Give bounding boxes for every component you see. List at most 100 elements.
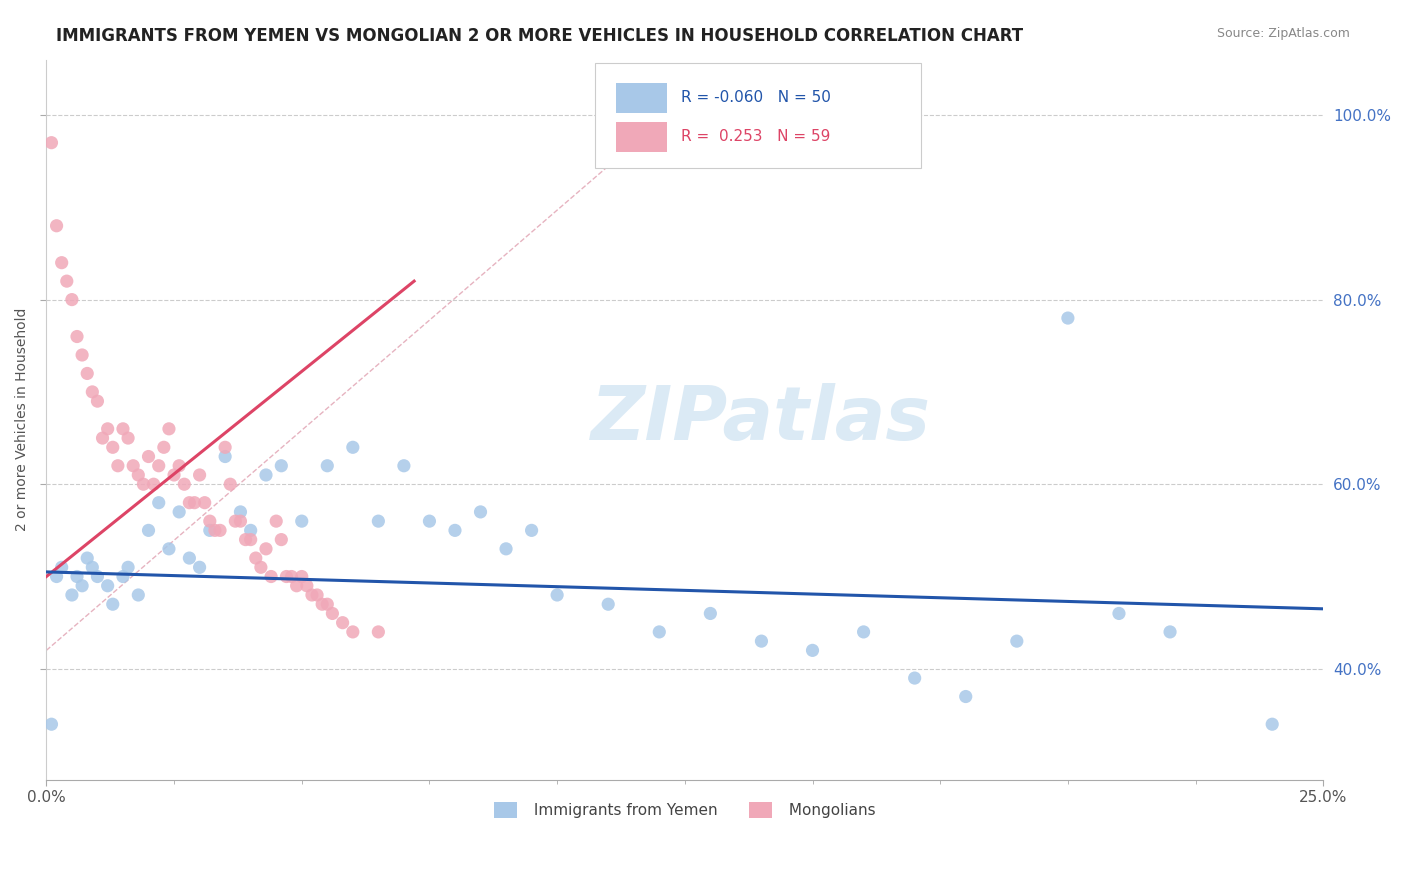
- Point: [82, 384, 104, 399]
- Point: [254, 467, 277, 482]
- Point: [167, 505, 190, 519]
- FancyBboxPatch shape: [616, 121, 666, 152]
- Point: [1057, 311, 1080, 326]
- Text: R = -0.060   N = 50: R = -0.060 N = 50: [681, 90, 831, 105]
- Point: [598, 597, 620, 611]
- Point: [229, 514, 252, 528]
- Point: [235, 533, 257, 547]
- Text: IMMIGRANTS FROM YEMEN VS MONGOLIAN 2 OR MORE VEHICLES IN HOUSEHOLD CORRELATION C: IMMIGRANTS FROM YEMEN VS MONGOLIAN 2 OR …: [56, 27, 1024, 45]
- Point: [321, 607, 343, 621]
- Point: [45, 219, 67, 233]
- Point: [204, 524, 226, 538]
- Point: [301, 588, 323, 602]
- Point: [86, 569, 108, 583]
- Point: [76, 551, 98, 566]
- Point: [127, 467, 149, 482]
- Point: [295, 579, 318, 593]
- Point: [224, 514, 246, 528]
- Point: [138, 524, 160, 538]
- Point: [91, 431, 114, 445]
- Point: [214, 450, 236, 464]
- Point: [270, 533, 292, 547]
- Point: [260, 569, 283, 583]
- Point: [239, 533, 262, 547]
- Point: [291, 569, 314, 583]
- Point: [111, 569, 134, 583]
- Point: [97, 422, 120, 436]
- Point: [699, 607, 721, 621]
- Point: [1261, 717, 1284, 731]
- Point: [70, 348, 93, 362]
- Point: [520, 524, 543, 538]
- Y-axis label: 2 or more Vehicles in Household: 2 or more Vehicles in Household: [15, 308, 30, 532]
- Text: R =  0.253   N = 59: R = 0.253 N = 59: [681, 129, 831, 145]
- Point: [86, 394, 108, 409]
- Point: [41, 717, 63, 731]
- FancyBboxPatch shape: [616, 83, 666, 113]
- Point: [307, 588, 329, 602]
- Point: [179, 496, 201, 510]
- Point: [60, 293, 83, 307]
- Point: [392, 458, 415, 473]
- Point: [1005, 634, 1028, 648]
- Point: [101, 597, 124, 611]
- Point: [291, 514, 314, 528]
- Point: [107, 458, 129, 473]
- Point: [157, 541, 180, 556]
- Point: [97, 579, 120, 593]
- Point: [127, 588, 149, 602]
- Point: [51, 255, 73, 269]
- Point: [1108, 607, 1130, 621]
- FancyBboxPatch shape: [595, 63, 921, 168]
- Point: [60, 588, 83, 602]
- Point: [239, 524, 262, 538]
- Point: [41, 136, 63, 150]
- Point: [852, 624, 875, 639]
- Point: [194, 496, 217, 510]
- Point: [245, 551, 267, 566]
- Point: [179, 551, 201, 566]
- Point: [56, 274, 79, 288]
- Point: [142, 477, 165, 491]
- Point: [70, 579, 93, 593]
- Point: [183, 496, 205, 510]
- Point: [367, 514, 389, 528]
- Point: [188, 560, 211, 574]
- Point: [311, 597, 333, 611]
- Point: [648, 624, 671, 639]
- Point: [111, 422, 134, 436]
- Point: [198, 514, 221, 528]
- Point: [250, 560, 273, 574]
- Point: [208, 524, 231, 538]
- Point: [66, 569, 89, 583]
- Point: [801, 643, 824, 657]
- Point: [332, 615, 354, 630]
- Point: [229, 505, 252, 519]
- Point: [148, 496, 170, 510]
- Point: [219, 477, 242, 491]
- Point: [122, 458, 145, 473]
- Point: [66, 329, 89, 343]
- Legend:  Immigrants from Yemen,  Mongolians: Immigrants from Yemen, Mongolians: [486, 795, 883, 826]
- Point: [367, 624, 389, 639]
- Point: [418, 514, 440, 528]
- Point: [955, 690, 977, 704]
- Point: [904, 671, 927, 685]
- Point: [173, 477, 195, 491]
- Text: Source: ZipAtlas.com: Source: ZipAtlas.com: [1216, 27, 1350, 40]
- Point: [276, 569, 298, 583]
- Point: [270, 458, 292, 473]
- Point: [188, 467, 211, 482]
- Point: [45, 569, 67, 583]
- Point: [285, 579, 308, 593]
- Point: [316, 597, 339, 611]
- Point: [495, 541, 517, 556]
- Point: [198, 524, 221, 538]
- Point: [51, 560, 73, 574]
- Point: [470, 505, 492, 519]
- Point: [316, 458, 339, 473]
- Point: [254, 541, 277, 556]
- Point: [82, 560, 104, 574]
- Point: [132, 477, 155, 491]
- Point: [76, 367, 98, 381]
